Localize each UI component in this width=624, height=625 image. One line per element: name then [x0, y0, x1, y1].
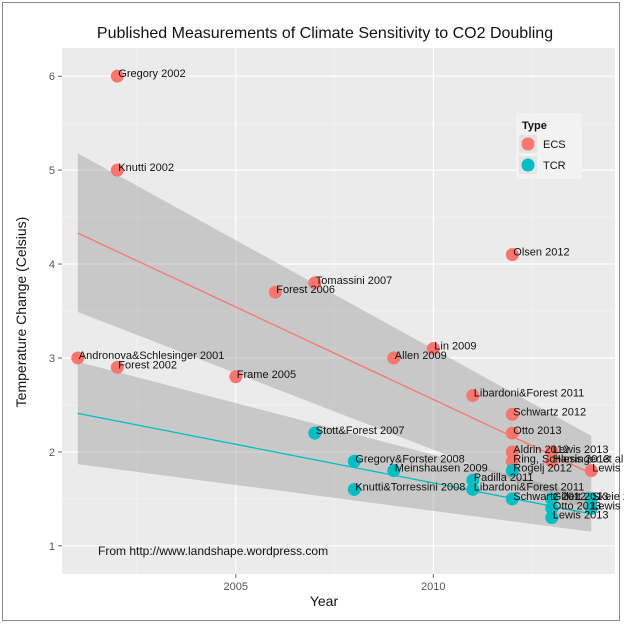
point-label: Gillett 2013: [553, 491, 609, 503]
point-label: Forest 2006: [276, 284, 335, 296]
point-tcr: [347, 482, 361, 496]
point-label: Aldrin 2012: [513, 444, 569, 456]
point-ecs: [308, 276, 322, 290]
point-labels: Andronova&Schlesinger 2001 Gregory 2002 Kn…: [79, 68, 624, 521]
y-tick-label: 4: [49, 259, 55, 271]
point-ecs: [505, 248, 519, 262]
point-label: Lewis: [592, 463, 621, 475]
point-ecs: [505, 426, 519, 440]
legend-label-tcr: TCR: [543, 160, 566, 172]
x-tick-label: 2005: [224, 581, 248, 593]
legend-key-ecs: [521, 137, 535, 151]
legend-key-tcr: [521, 158, 535, 172]
point-ecs: [505, 407, 519, 421]
trend-line-tcr: [77, 412, 592, 515]
point-ecs: [71, 351, 85, 365]
point-label: Skeie 2013: [592, 491, 624, 503]
point-label: Allen 2009: [395, 350, 447, 362]
point-label: Otto 2013: [513, 425, 561, 437]
point-label: Forest 2002: [118, 359, 177, 371]
point-ecs: [268, 285, 282, 299]
point-ecs: [584, 464, 598, 478]
point-tcr: [584, 492, 598, 506]
point-label: Knutti&Torressini 2008: [355, 481, 465, 493]
point-label: Lewis: [592, 500, 621, 512]
point-label: Ring, Schlesinger et al 2012: [513, 453, 624, 465]
point-ecs: [466, 389, 480, 403]
legend: Type ECS TCR: [516, 113, 582, 179]
point-tcr: [545, 492, 559, 506]
point-label: Olsen 2012: [513, 247, 569, 259]
point-label: Andronova&Schlesinger 2001: [79, 350, 225, 362]
legend-label-ecs: ECS: [543, 139, 566, 151]
trend-line-ecs: [77, 232, 592, 475]
point-label: Schwartz 2012: [513, 406, 586, 418]
point-label: Libardoni&Forest 2011: [474, 481, 584, 493]
point-tcr: [505, 492, 519, 506]
point-label: Libardoni&Forest 2011: [474, 388, 584, 400]
point-label: Otto 2013: [553, 500, 601, 512]
source-credit: From http://www.landshape.wordpress.com: [98, 544, 328, 558]
point-label: Gregory&Forster 2008: [355, 453, 464, 465]
point-tcr: [308, 426, 322, 440]
y-tick-label: 6: [49, 71, 55, 83]
point-label: Rogelj 2012: [513, 463, 572, 475]
point-label: Lewis 2013: [553, 510, 609, 522]
y-axis-title: Temperature Change (Celsius): [13, 217, 29, 408]
y-tick-label: 3: [49, 353, 55, 365]
point-label: Stott&Forest 2007: [316, 425, 405, 437]
point-tcr: [466, 482, 480, 496]
y-tick-label: 5: [49, 165, 55, 177]
legend-title: Type: [522, 120, 547, 132]
point-tcr: [584, 501, 598, 515]
x-tick-label: 2010: [421, 581, 445, 593]
point-tcr: [347, 454, 361, 468]
point-label: Lin 2009: [434, 341, 476, 353]
point-label: Gregory 2002: [118, 68, 185, 80]
point-ecs: [545, 445, 559, 459]
y-tick-label: 1: [49, 541, 55, 553]
point-label: Tomassini 2007: [316, 275, 392, 287]
point-ecs: [387, 351, 401, 365]
point-ecs: [110, 360, 124, 374]
point-tcr: [545, 511, 559, 525]
axis-ticks: 1 2 3 4 5 6 2005 2010: [49, 71, 446, 593]
point-ecs: [505, 454, 519, 468]
point-ecs: [229, 370, 243, 384]
confidence-band-ecs: [77, 153, 592, 512]
x-axis-title: Year: [310, 593, 339, 609]
point-tcr: [545, 501, 559, 515]
point-ecs: [110, 163, 124, 177]
point-tcr: [466, 473, 480, 487]
point-ecs: [110, 69, 124, 83]
point-label: Lewis 2013: [553, 444, 609, 456]
data-points: [71, 69, 598, 525]
point-label: Knutti 2002: [118, 162, 174, 174]
point-tcr: [387, 464, 401, 478]
point-label: Frame 2005: [237, 369, 296, 381]
chart-title: Published Measurements of Climate Sensit…: [97, 25, 553, 42]
point-ecs: [426, 342, 440, 356]
y-tick-label: 2: [49, 447, 55, 459]
point-label: Padilla 2011: [474, 472, 534, 484]
point-tcr: [505, 464, 519, 478]
grid: [62, 48, 615, 574]
trend-lines: [77, 232, 592, 515]
point-label: Schwartz 2012: [513, 491, 586, 503]
point-label: Harris 2013: [553, 453, 610, 465]
point-ecs: [505, 445, 519, 459]
point-label: Meinshausen 2009: [395, 463, 488, 475]
point-ecs: [545, 454, 559, 468]
